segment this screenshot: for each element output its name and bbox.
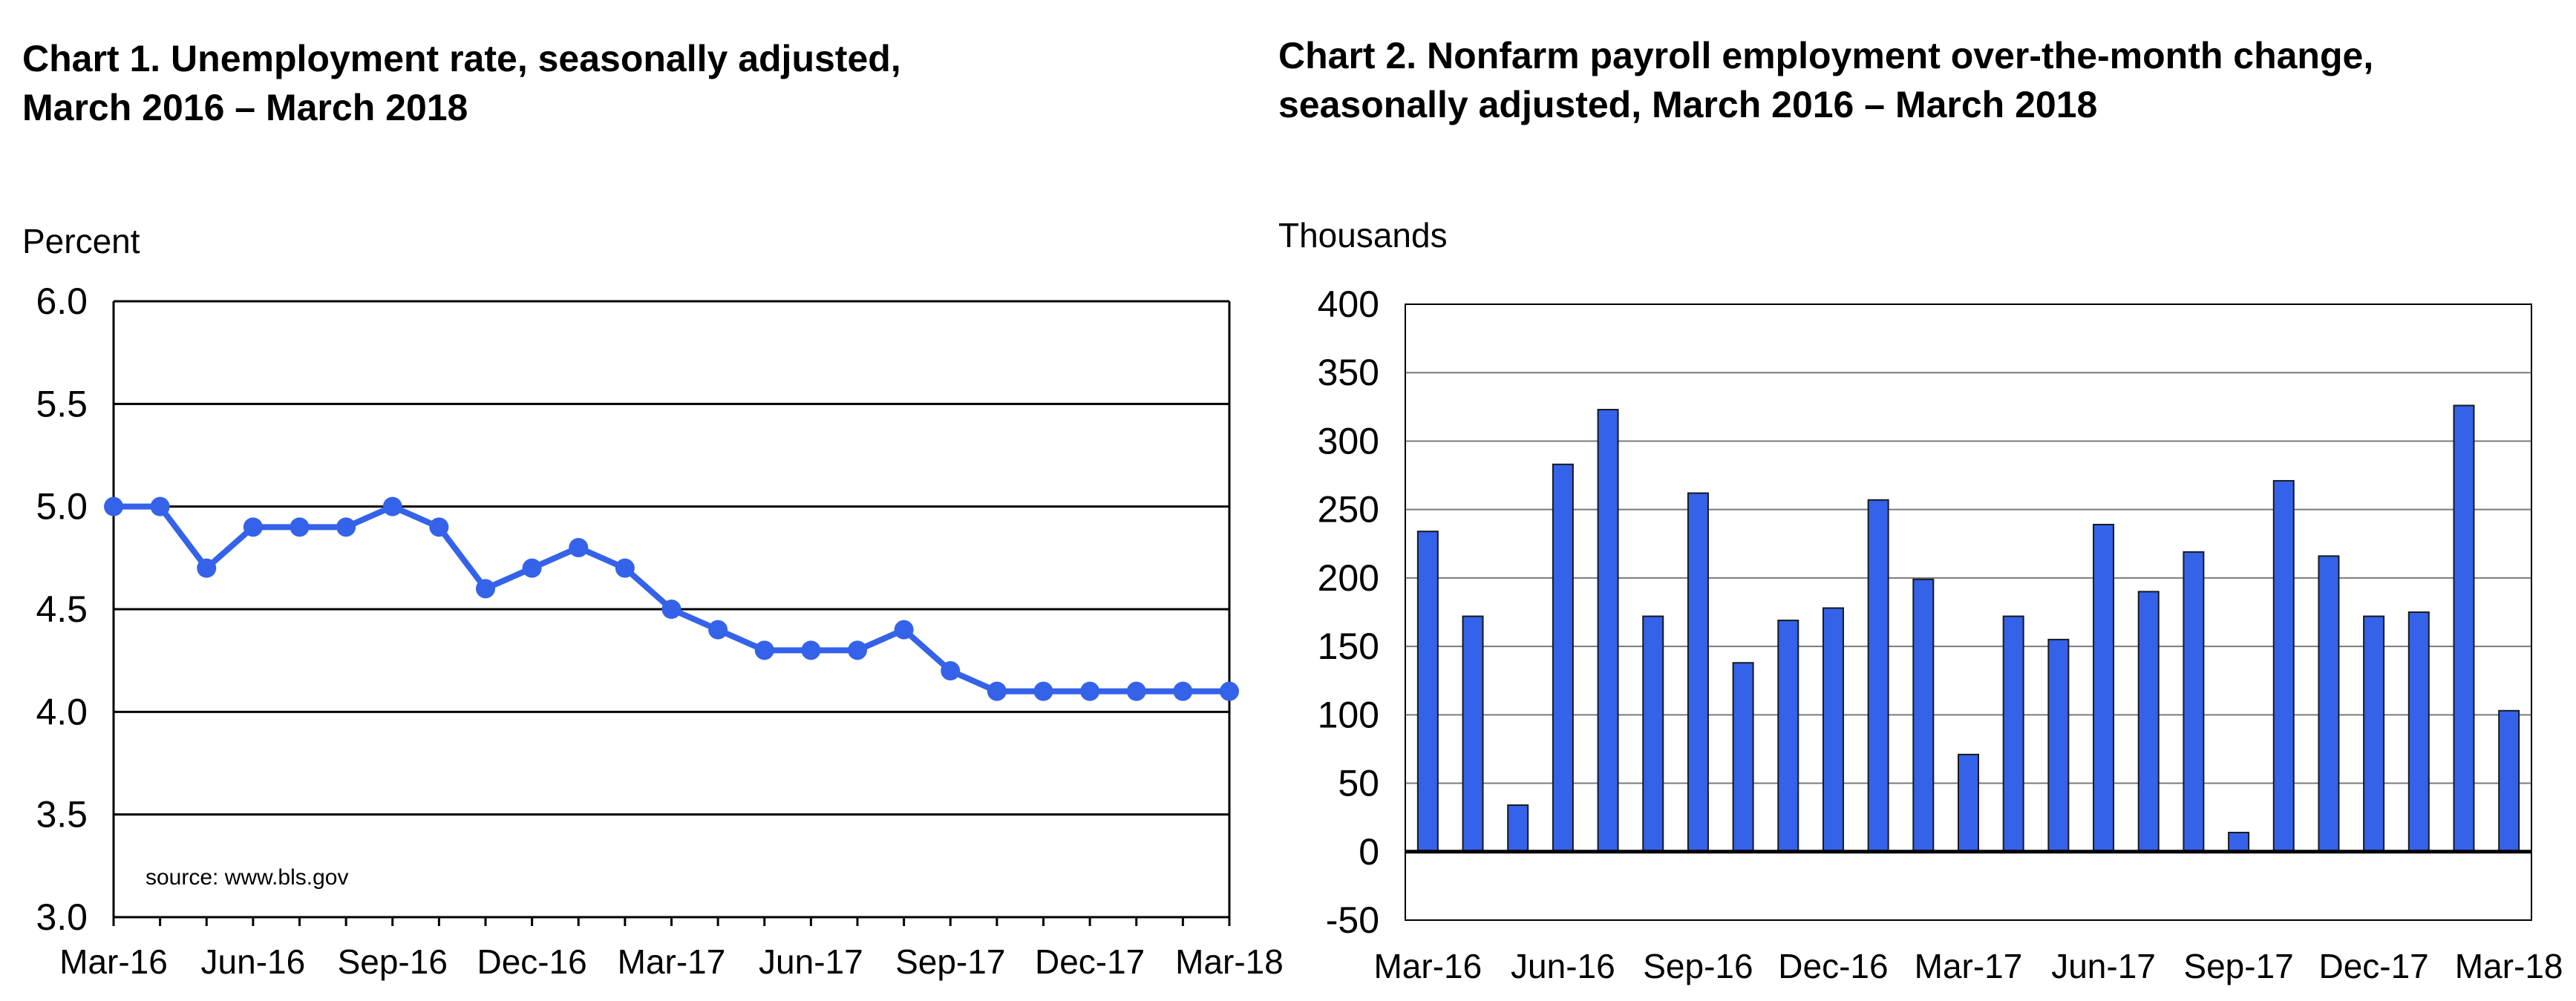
chart2-title-line2: seasonally adjusted, March 2016 – March … <box>1278 84 2098 125</box>
chart1-data-point <box>150 496 170 516</box>
chart2-bar <box>1777 620 1799 853</box>
chart1-data-point <box>1126 681 1146 701</box>
chart2-x-tick-label: Jun-17 <box>2051 947 2156 985</box>
chart1-data-point <box>941 661 961 680</box>
chart1-title: Chart 1. Unemployment rate, seasonally a… <box>22 34 901 132</box>
chart2-x-tick-label: Sep-16 <box>1643 947 1753 985</box>
chart2-plot-border <box>1405 303 2532 921</box>
chart1-source-annotation: source: www.bls.gov <box>146 865 348 890</box>
chart2-bar <box>1552 463 1574 853</box>
chart1-data-point <box>987 681 1007 701</box>
chart2-y-tick-label: 100 <box>1318 694 1379 735</box>
chart1-series-line <box>114 503 1229 695</box>
chart1-x-tick-label: Mar-17 <box>618 942 726 981</box>
chart2-y-tick-label: 300 <box>1318 420 1379 462</box>
chart2-bar <box>2363 615 2385 853</box>
chart2-x-tick-label: Dec-17 <box>2318 947 2428 985</box>
chart2-y-tick-label: 150 <box>1318 626 1379 667</box>
chart2-bar <box>1822 607 1844 853</box>
chart2-bar <box>1507 804 1529 853</box>
chart1-data-point <box>382 496 402 516</box>
chart1-data-point <box>243 517 263 537</box>
chart1-data-point <box>848 640 867 660</box>
chart1-x-tick-label: Sep-17 <box>895 942 1005 981</box>
chart2-bar <box>1597 409 1619 853</box>
chart2-bar <box>1462 615 1484 853</box>
chart1-y-tick-label: 5.5 <box>36 383 88 424</box>
chart2-y-tick-label: 200 <box>1318 557 1379 599</box>
chart1-data-point <box>615 558 635 578</box>
chart2-y-tick-label: 0 <box>1359 831 1379 873</box>
chart1-x-tick-label: Dec-17 <box>1035 942 1145 981</box>
chart2-x-tick-label: Dec-16 <box>1778 947 1888 985</box>
chart2-x-tick-label: Jun-16 <box>1511 947 1615 985</box>
chart1-title-line2: March 2016 – March 2018 <box>22 87 468 128</box>
chart2-bar <box>2453 404 2475 853</box>
chart2-bar <box>1958 753 1979 853</box>
chart1-x-tick-label: Mar-18 <box>1175 942 1284 981</box>
chart1-data-point <box>894 620 914 640</box>
chart2-x-tick-label: Mar-16 <box>1373 947 1482 985</box>
chart2-bar <box>1912 578 1935 853</box>
chart2-bar <box>2137 591 2160 853</box>
chart1-y-tick-label: 4.0 <box>36 691 88 732</box>
chart1-data-point <box>104 496 123 516</box>
chart1-y-tick-label: 3.5 <box>36 794 88 836</box>
chart1-data-point <box>336 517 356 537</box>
chart1-data-point <box>708 620 728 640</box>
chart1-y-tick-label: 3.0 <box>36 896 88 938</box>
chart1-y-tick-label: 4.5 <box>36 588 88 630</box>
chart2-bar <box>2318 555 2340 853</box>
chart2-bar <box>2183 551 2205 853</box>
chart1-title-line1: Chart 1. Unemployment rate, seasonally a… <box>22 38 901 79</box>
chart1-data-point <box>1220 681 1239 701</box>
chart1-data-point <box>476 579 495 599</box>
chart1-x-tick-label: Sep-16 <box>338 942 448 981</box>
chart2-bar <box>1416 531 1439 853</box>
chart2-bar <box>2272 479 2295 853</box>
chart1-y-unit-label: Percent <box>22 222 140 260</box>
chart1-x-tick-label: Dec-16 <box>477 942 586 981</box>
chart2-y-unit-label: Thousands <box>1278 216 1448 255</box>
chart2-y-tick-label: -50 <box>1326 899 1379 941</box>
chart2-bar <box>2228 831 2250 853</box>
chart2-bar <box>2002 615 2024 853</box>
chart1-y-tick-label: 6.0 <box>36 280 88 322</box>
chart1-data-point <box>569 538 589 557</box>
chart2-y-tick-label: 350 <box>1318 352 1379 393</box>
chart1-data-point <box>661 600 681 619</box>
chart1-data-point <box>429 517 449 537</box>
chart1-x-tick-label: Jun-17 <box>759 942 863 981</box>
chart1-data-point <box>290 517 310 537</box>
chart1-data-point <box>801 640 821 660</box>
chart2-x-tick-label: Mar-18 <box>2455 947 2563 985</box>
chart1-data-point <box>522 558 542 578</box>
chart2-x-tick-label: Sep-17 <box>2183 947 2293 985</box>
chart2-bar <box>2047 638 2070 853</box>
chart2-y-tick-label: 250 <box>1318 489 1379 531</box>
chart1-y-tick-label: 5.0 <box>36 486 88 528</box>
chart2-bar <box>2407 611 2430 853</box>
chart1-data-point <box>1080 681 1100 701</box>
chart2-bar <box>1867 499 1889 853</box>
chart1-data-point <box>754 640 774 660</box>
chart1-x-tick-label: Jun-16 <box>201 942 306 981</box>
chart2-title: Chart 2. Nonfarm payroll employment over… <box>1278 31 2373 129</box>
chart2-x-tick-label: Mar-17 <box>1915 947 2023 985</box>
chart2-bar <box>2498 709 2520 853</box>
chart2-bar <box>1642 615 1664 853</box>
chart1-x-tick-label: Mar-16 <box>59 942 168 981</box>
chart1-data-point <box>1033 681 1053 701</box>
chart2-title-line1: Chart 2. Nonfarm payroll employment over… <box>1278 35 2374 76</box>
chart1-data-point <box>197 558 217 578</box>
chart1-data-point <box>1173 681 1193 701</box>
chart2-y-tick-label: 50 <box>1338 763 1379 804</box>
chart2-y-tick-label: 400 <box>1318 283 1379 325</box>
chart2-bar <box>1687 492 1709 853</box>
chart2-bar <box>2093 523 2115 853</box>
chart2-bar <box>1732 662 1754 853</box>
